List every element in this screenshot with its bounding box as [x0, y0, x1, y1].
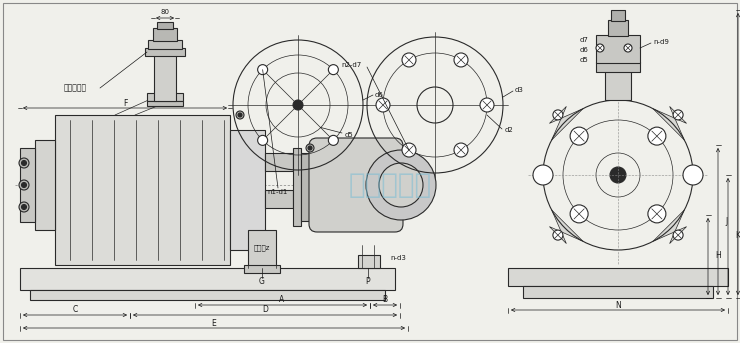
Text: d5: d5	[579, 57, 588, 63]
Text: n2-d7: n2-d7	[342, 62, 362, 68]
Circle shape	[596, 44, 604, 52]
Circle shape	[673, 110, 683, 120]
Bar	[20, 148, 35, 222]
Bar	[265, 153, 293, 171]
Circle shape	[402, 143, 416, 157]
Text: F: F	[123, 98, 127, 107]
Text: d7: d7	[579, 37, 588, 43]
Bar	[605, 70, 631, 100]
Circle shape	[293, 100, 303, 110]
Polygon shape	[653, 210, 687, 244]
Bar	[30, 290, 385, 300]
Circle shape	[624, 44, 632, 52]
Text: d2: d2	[505, 127, 514, 133]
Polygon shape	[549, 106, 583, 140]
Text: P: P	[366, 277, 370, 286]
Text: d5: d5	[345, 132, 354, 138]
Text: n-d9: n-d9	[653, 39, 669, 45]
Text: N: N	[615, 300, 621, 309]
Bar	[20, 268, 395, 290]
Bar	[35, 140, 55, 230]
Circle shape	[21, 204, 27, 210]
Circle shape	[376, 98, 390, 112]
Bar	[230, 130, 265, 250]
Bar	[265, 190, 293, 208]
Bar	[611, 10, 625, 21]
Bar	[301, 153, 311, 221]
Circle shape	[683, 165, 703, 185]
FancyBboxPatch shape	[309, 138, 403, 232]
Bar	[596, 62, 640, 72]
Text: d3: d3	[515, 87, 524, 93]
Bar	[55, 115, 230, 265]
Circle shape	[19, 158, 29, 168]
Bar	[244, 265, 280, 273]
Bar	[596, 35, 640, 63]
Circle shape	[454, 53, 468, 67]
Circle shape	[21, 182, 27, 188]
Circle shape	[402, 53, 416, 67]
Circle shape	[238, 113, 242, 117]
Text: D: D	[262, 306, 268, 315]
Text: G: G	[259, 277, 265, 286]
Bar	[145, 48, 185, 56]
Circle shape	[379, 163, 423, 207]
Circle shape	[306, 144, 314, 152]
Text: 供水口z: 供水口z	[254, 245, 270, 251]
Circle shape	[648, 205, 666, 223]
Bar	[147, 93, 183, 101]
Circle shape	[308, 146, 312, 150]
Circle shape	[480, 98, 494, 112]
Text: d6: d6	[375, 92, 384, 98]
Bar	[248, 230, 276, 268]
Circle shape	[610, 167, 626, 183]
Bar	[157, 22, 173, 29]
Bar	[523, 286, 713, 298]
Circle shape	[570, 127, 588, 145]
Text: A: A	[280, 296, 285, 305]
Text: B: B	[383, 296, 388, 305]
Circle shape	[553, 110, 563, 120]
Polygon shape	[653, 106, 687, 140]
Text: H: H	[715, 251, 721, 260]
Text: C: C	[73, 306, 78, 315]
Text: K: K	[735, 232, 740, 240]
Circle shape	[21, 161, 27, 166]
Circle shape	[570, 205, 588, 223]
Text: 嘉龙洋泵阀: 嘉龙洋泵阀	[349, 171, 431, 199]
Text: 接被抽系统: 接被抽系统	[64, 83, 87, 93]
Circle shape	[553, 230, 563, 240]
Text: J: J	[725, 216, 727, 225]
Polygon shape	[549, 210, 583, 244]
Circle shape	[366, 150, 436, 220]
Circle shape	[329, 64, 338, 75]
Bar	[358, 255, 380, 268]
Bar	[293, 148, 301, 226]
Bar	[147, 101, 183, 106]
Bar	[153, 28, 177, 41]
Circle shape	[19, 180, 29, 190]
Circle shape	[454, 143, 468, 157]
Text: n1-d1: n1-d1	[268, 189, 288, 195]
Circle shape	[258, 64, 268, 75]
Text: 80: 80	[161, 9, 169, 15]
Bar	[608, 20, 628, 36]
Text: E: E	[212, 319, 216, 328]
Circle shape	[329, 135, 338, 145]
Circle shape	[673, 230, 683, 240]
Bar	[148, 40, 182, 49]
Text: d6: d6	[579, 47, 588, 53]
Circle shape	[236, 111, 244, 119]
Bar	[154, 55, 176, 101]
Circle shape	[19, 202, 29, 212]
Text: n-d3: n-d3	[390, 255, 406, 261]
Circle shape	[648, 127, 666, 145]
Circle shape	[533, 165, 553, 185]
Bar	[508, 268, 728, 286]
Circle shape	[258, 135, 268, 145]
